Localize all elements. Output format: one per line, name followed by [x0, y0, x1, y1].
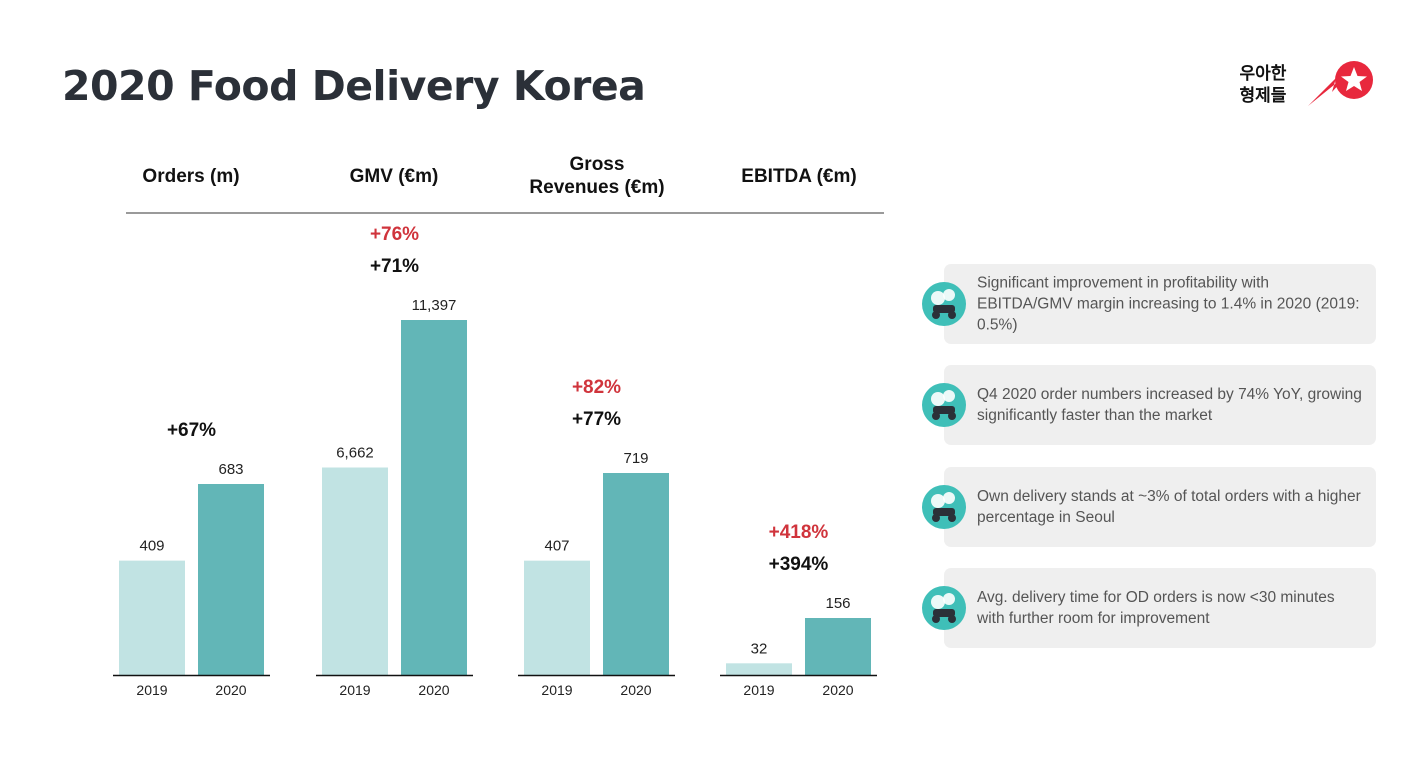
header-ebitda: EBITDA (€m) [714, 165, 884, 188]
logo-text-line1: 우아한 [1240, 64, 1287, 84]
x-tick-label: 2020 [418, 682, 449, 698]
x-tick-label: 2020 [215, 682, 246, 698]
bar-value-label: 11,397 [412, 297, 457, 314]
bar-2020 [805, 618, 871, 675]
bar-2019 [524, 560, 590, 675]
highlight-card: Significant improvement in profitability… [944, 264, 1376, 344]
highlight-text: Own delivery stands at ~3% of total orde… [977, 488, 1361, 526]
bar-value-label: 6,662 [336, 444, 374, 461]
x-tick-label: 2020 [620, 682, 651, 698]
bar-2019 [726, 663, 792, 675]
bar-value-label: 409 [139, 538, 164, 555]
baemin-scooter-icon [921, 484, 967, 530]
bar-2020 [401, 320, 467, 675]
baemin-scooter-icon [921, 382, 967, 428]
growth-label: +76% [370, 224, 419, 245]
woowa-brothers-logo: 우아한 형제들 [1236, 58, 1290, 106]
baemin-scooter-icon [921, 585, 967, 631]
highlight-text: Avg. delivery time for OD orders is now … [977, 589, 1335, 627]
growth-label: +418% [769, 522, 829, 543]
x-tick-label: 2019 [541, 682, 572, 698]
bar-2019 [119, 560, 185, 675]
bar-value-label: 407 [544, 538, 569, 555]
header-ebitda-label: EBITDA (€m) [741, 166, 857, 187]
growth-label: +82% [572, 377, 621, 398]
growth-label: +77% [572, 409, 621, 430]
logo-text-line2: 형제들 [1240, 85, 1287, 106]
growth-label: +394% [769, 554, 829, 575]
header-revenues-line2: Revenues (€m) [529, 177, 665, 198]
bar-value-label: 683 [218, 461, 243, 478]
bar-2019 [322, 467, 388, 675]
x-tick-label: 2019 [339, 682, 370, 698]
baemin-scooter-icon [921, 281, 967, 327]
delivery-hero-logo [1308, 61, 1373, 106]
highlight-card: Q4 2020 order numbers increased by 74% Y… [944, 365, 1376, 445]
growth-label: +71% [370, 256, 419, 277]
bar-2020 [198, 484, 264, 675]
x-tick-label: 2019 [743, 682, 774, 698]
header-gross-revenues: Gross Revenues (€m) [512, 153, 682, 199]
header-gmv: GMV (€m) [309, 165, 479, 188]
highlight-card: Avg. delivery time for OD orders is now … [944, 568, 1376, 648]
highlight-text: Q4 2020 order numbers increased by 74% Y… [977, 386, 1362, 424]
page-title: 2020 Food Delivery Korea [62, 62, 646, 110]
bar-2020 [603, 473, 669, 675]
highlight-card: Own delivery stands at ~3% of total orde… [944, 467, 1376, 547]
x-tick-label: 2020 [822, 682, 853, 698]
growth-label: +67% [167, 420, 216, 441]
header-orders-label: Orders (m) [142, 166, 240, 187]
x-tick-label: 2019 [136, 682, 167, 698]
bar-value-label: 719 [623, 450, 648, 467]
header-revenues-line1: Gross [569, 154, 625, 175]
bar-value-label: 156 [825, 595, 850, 612]
bar-charts: 409 2019 683 2020 +67% 6,662 2019 11,397 2020 +76… [113, 224, 877, 698]
header-gmv-label: GMV (€m) [349, 166, 439, 187]
header-orders: Orders (m) [106, 165, 276, 188]
bar-value-label: 32 [751, 640, 768, 657]
highlight-text: Significant improvement in profitability… [977, 274, 1360, 334]
header-divider [126, 212, 884, 214]
